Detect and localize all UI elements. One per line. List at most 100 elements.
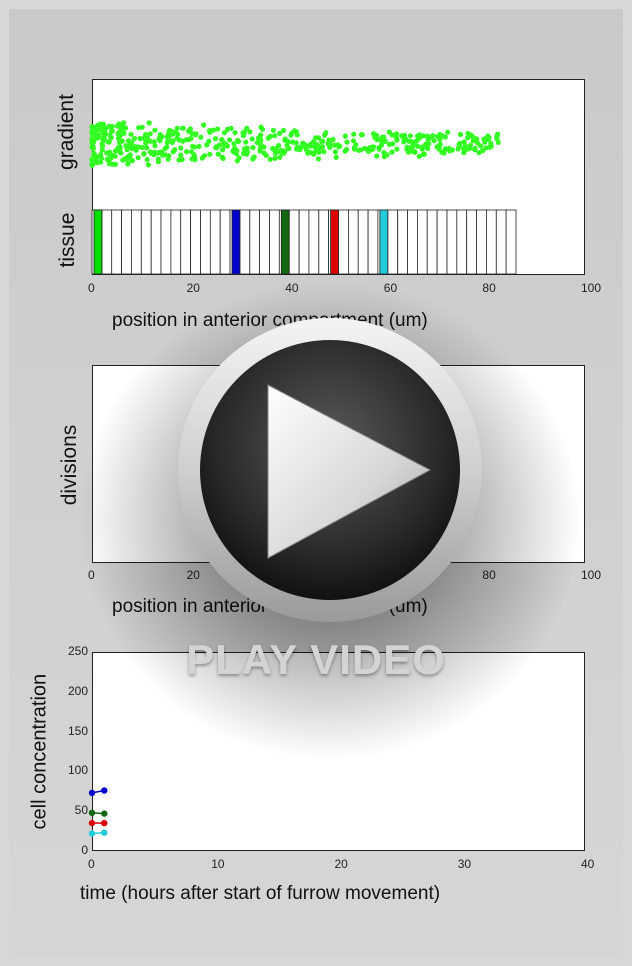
- gradient-point: [144, 156, 150, 163]
- gradient-point: [108, 128, 115, 134]
- gradient-point: [442, 146, 448, 152]
- gradient-point: [133, 147, 139, 153]
- gradient-point: [478, 143, 484, 149]
- gradient-point: [143, 137, 149, 143]
- gradient-point: [343, 146, 350, 153]
- gradient-point: [227, 137, 233, 143]
- series-point: [101, 829, 108, 836]
- gradient-point: [234, 158, 240, 164]
- gradient-point: [300, 140, 306, 146]
- gradient-point: [240, 130, 246, 136]
- gradient-point: [483, 145, 489, 151]
- gradient-point: [179, 156, 185, 163]
- tissue-cell: [426, 209, 438, 275]
- tissue-cell: [397, 209, 409, 275]
- gradient-point: [220, 155, 226, 161]
- y-tick-label: 50: [74, 803, 88, 818]
- gradient-point: [220, 147, 226, 153]
- gradient-point: [183, 137, 189, 143]
- gradient-point: [327, 142, 333, 148]
- series-point: [88, 819, 96, 827]
- gradient-point: [315, 156, 322, 162]
- gradient-point: [389, 132, 395, 138]
- gradient-point: [129, 139, 135, 145]
- tissue-cell: [456, 209, 468, 275]
- gradient-point: [272, 133, 278, 139]
- gradient-point: [415, 143, 421, 149]
- gradient-point: [258, 142, 264, 148]
- tissue-cell: [150, 209, 162, 275]
- tissue-cell: [121, 209, 132, 275]
- gradient-point: [281, 127, 287, 134]
- gradient-point: [437, 137, 443, 143]
- x-tick-label: 20: [186, 568, 200, 582]
- gradient-point: [419, 146, 425, 152]
- panel3-x-axis-label: time (hours after start of furrow moveme…: [80, 883, 441, 904]
- gradient-point: [411, 140, 417, 146]
- gradient-point: [308, 150, 314, 156]
- gradient-point: [141, 151, 147, 157]
- play-button[interactable]: [178, 318, 482, 622]
- gradient-point: [293, 129, 299, 135]
- gradient-point: [272, 150, 279, 156]
- tissue-cell: [190, 209, 201, 275]
- gradient-point: [129, 158, 135, 164]
- gradient-point: [331, 142, 337, 148]
- gradient-point: [170, 149, 176, 155]
- gradient-point: [402, 132, 408, 138]
- gradient-point: [185, 128, 192, 134]
- gradient-point: [407, 133, 413, 139]
- gradient-point: [147, 131, 153, 137]
- gradient-point: [207, 151, 213, 157]
- gradient-point: [164, 144, 170, 150]
- gradient-point: [95, 160, 101, 166]
- gradient-point: [472, 147, 478, 153]
- gradient-point: [204, 142, 210, 148]
- gradient-point: [128, 131, 134, 137]
- gradient-point: [151, 139, 157, 145]
- gradient-point: [344, 139, 350, 145]
- gradient-point: [350, 138, 357, 144]
- gradient-point: [91, 153, 97, 159]
- tissue-cell: [387, 209, 399, 275]
- y-tick-label: 150: [67, 723, 88, 738]
- tissue-cell: [111, 209, 123, 275]
- gradient-point: [381, 154, 387, 160]
- gradient-point: [434, 144, 440, 150]
- gradient-point: [215, 151, 221, 157]
- tissue-cell: [338, 209, 349, 275]
- gradient-point: [486, 136, 492, 142]
- gradient-point: [461, 150, 467, 156]
- gradient-point: [144, 145, 150, 151]
- gradient-point: [173, 130, 179, 136]
- gradient-point: [379, 142, 385, 148]
- gradient-point: [120, 157, 126, 163]
- tissue-cell: [347, 209, 359, 275]
- gradient-point: [270, 145, 276, 152]
- tissue-cell: [308, 209, 320, 275]
- gradient-point: [170, 138, 176, 144]
- x-tick-label: 0: [88, 568, 95, 582]
- gradient-point: [155, 159, 162, 165]
- gradient-point: [389, 149, 395, 155]
- gradient-point: [146, 120, 152, 126]
- gradient-tissue-canvas: [89, 120, 517, 275]
- x-tick-label: 80: [482, 281, 496, 295]
- gradient-point: [461, 139, 467, 145]
- gradient-point: [445, 129, 451, 135]
- gradient-point: [155, 150, 161, 156]
- gradient-point: [394, 131, 400, 137]
- tissue-cells: [91, 209, 517, 275]
- gradient-point: [121, 120, 127, 126]
- play-icon[interactable]: [267, 384, 432, 559]
- gradient-point: [90, 129, 96, 135]
- gradient-point: [232, 130, 238, 136]
- tissue-cell: [239, 209, 251, 275]
- gradient-point: [270, 127, 276, 133]
- gradient-point: [139, 144, 145, 151]
- gradient-point: [152, 143, 158, 149]
- gradient-point: [89, 162, 95, 168]
- gradient-point: [251, 154, 257, 160]
- gradient-point: [221, 130, 227, 136]
- gradient-point: [207, 128, 213, 134]
